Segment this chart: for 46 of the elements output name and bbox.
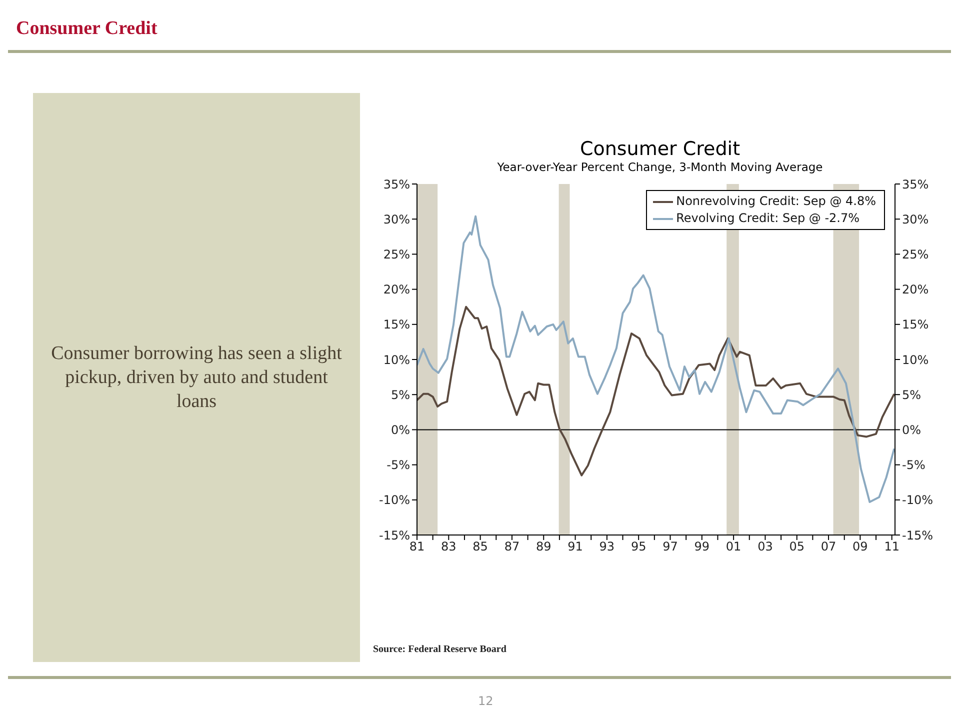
legend-label: Nonrevolving Credit: Sep @ 4.8%	[676, 193, 876, 210]
y-tick-label: 35%	[383, 177, 410, 192]
y2-tick-label: 20%	[902, 282, 929, 297]
x-tick-label: 93	[599, 540, 615, 554]
y-tick-label: 10%	[383, 352, 410, 367]
y2-tick-label: 5%	[902, 388, 922, 402]
y-tick-label: 30%	[383, 212, 410, 226]
x-tick-label: 07	[820, 540, 836, 554]
x-tick-label: 89	[536, 540, 552, 554]
y2-tick-label: -15%	[902, 528, 934, 542]
x-tick-label: 83	[441, 540, 456, 554]
y-tick-label: -15%	[378, 528, 410, 542]
y-tick-label: 25%	[383, 247, 410, 262]
y-tick-label: -10%	[378, 493, 410, 508]
y2-tick-label: 15%	[902, 318, 929, 332]
x-tick-label: 09	[852, 540, 868, 554]
chart-title: Consumer Credit	[578, 138, 742, 160]
y2-tick-label: 25%	[902, 247, 929, 262]
x-tick-label: 87	[504, 540, 520, 554]
legend-label: Revolving Credit: Sep @ -2.7%	[676, 210, 860, 227]
text: Consumer borrowing has seen a slight pickup, driven by auto and student loans	[50, 342, 343, 414]
x-tick-label: 85	[472, 540, 488, 554]
y2-tick-label: 35%	[902, 177, 929, 192]
text: Consumer Credit	[16, 18, 158, 40]
y2-tick-label: -5%	[902, 458, 926, 472]
y-tick-label: 0%	[390, 422, 410, 437]
y2-tick-label: 0%	[902, 422, 922, 437]
y-tick-label: 15%	[383, 318, 410, 332]
x-tick-label: 05	[789, 540, 805, 554]
x-tick-label: 81	[409, 540, 425, 554]
text: 12	[478, 694, 494, 708]
y2-tick-label: 10%	[902, 352, 929, 367]
x-tick-label: 99	[694, 540, 710, 554]
x-tick-label: 11	[884, 540, 900, 554]
chart-subtitle: Year-over-Year Percent Change, 3-Month Moving Average	[496, 160, 824, 174]
x-tick-label: 01	[726, 540, 742, 554]
x-tick-label: 97	[662, 540, 678, 554]
y2-tick-label: -10%	[902, 493, 934, 508]
y-tick-label: 5%	[390, 388, 410, 402]
source-note: Source: Federal Reserve Board	[373, 644, 506, 655]
x-tick-label: 03	[758, 540, 773, 554]
x-tick-label: 91	[568, 540, 583, 554]
y-tick-label: -5%	[386, 458, 410, 472]
x-tick-label: 95	[630, 540, 646, 554]
y2-tick-label: 30%	[902, 212, 929, 226]
y-tick-label: 20%	[383, 282, 410, 297]
